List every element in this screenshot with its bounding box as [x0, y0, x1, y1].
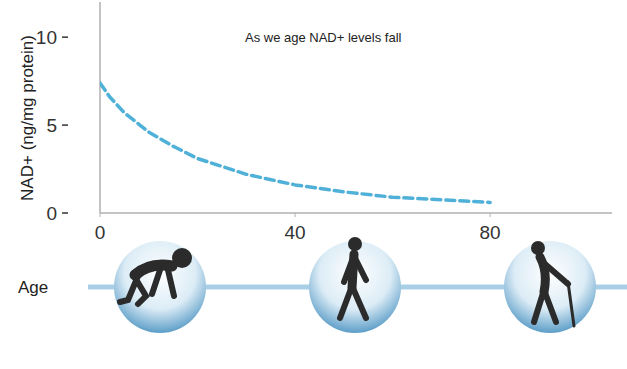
- x-tick-label: 0: [95, 222, 106, 243]
- elder-cane: [568, 282, 574, 326]
- age-bubble: [114, 241, 206, 333]
- x-tick: [100, 213, 101, 217]
- y-tick: [62, 124, 68, 126]
- y-axis-label: NAD+ (ng/mg protein): [18, 35, 37, 201]
- chart-title: As we age NAD+ levels fall: [245, 30, 402, 45]
- y-tick-label: 10: [36, 27, 57, 48]
- plot-area: [100, 83, 490, 202]
- age-bubble: [309, 241, 401, 333]
- elder-head: [531, 241, 545, 255]
- chart-container: 0 5 10 0 40 80 As we age NAD+ levels fall NAD+ …: [0, 0, 627, 369]
- x-axis-label: Age: [18, 278, 48, 297]
- man-limbs: [340, 258, 366, 318]
- x-axis-line: [100, 212, 612, 214]
- y-tick-label: 0: [46, 203, 57, 224]
- y-axis-line: [99, 2, 101, 213]
- x-tick-label: 40: [284, 222, 305, 243]
- y-tick: [62, 212, 68, 214]
- age-bubble: [504, 241, 596, 333]
- x-tick: [295, 213, 296, 217]
- man-head: [348, 237, 362, 251]
- x-tick: [490, 213, 491, 217]
- y-tick-label: 5: [46, 115, 57, 136]
- x-tick-label: 80: [480, 222, 501, 243]
- y-tick: [62, 36, 68, 38]
- data-line: [100, 83, 490, 202]
- chart-svg: 0 5 10 0 40 80 As we age NAD+ levels fall NAD+ …: [0, 0, 627, 369]
- baby-limbs: [120, 270, 174, 304]
- elder-limbs: [534, 264, 568, 322]
